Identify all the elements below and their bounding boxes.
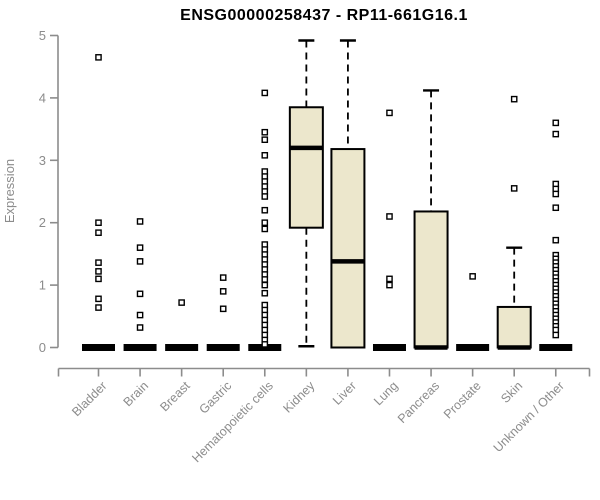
box-skin — [496, 95, 532, 350]
outlier-point — [136, 290, 144, 298]
box-liver — [330, 39, 366, 349]
outlier-point — [136, 324, 144, 331]
box-brain — [123, 218, 157, 351]
collapsed-box — [456, 344, 490, 351]
outlier-point — [261, 281, 269, 289]
collapsed-box — [372, 344, 406, 351]
outlier-point — [136, 218, 144, 225]
x-category-label-liver: Liver — [330, 379, 359, 408]
collapsed-box — [539, 344, 573, 351]
outlier-point — [386, 275, 393, 283]
outlier-point — [552, 119, 560, 127]
outlier-point — [136, 258, 144, 265]
x-category-label-brain: Brain — [121, 379, 152, 410]
outlier-point — [136, 311, 144, 319]
outlier-point — [95, 268, 102, 275]
outlier-point — [219, 305, 227, 313]
outlier-point — [552, 236, 560, 244]
y-tick-label: 3 — [39, 153, 46, 168]
outlier-point — [552, 130, 560, 138]
outlier-point — [261, 152, 269, 159]
box-breast — [165, 299, 199, 351]
y-axis-label: Expression — [2, 159, 17, 223]
outlier-point — [95, 219, 102, 227]
chart-title: ENSG00000258437 - RP11-661G16.1 — [180, 7, 468, 24]
box-unknown-other — [539, 119, 573, 351]
x-category-label-lung: Lung — [371, 379, 401, 409]
outlier-point — [261, 289, 269, 297]
outlier-point — [261, 219, 269, 227]
x-category-label-gastric: Gastric — [196, 379, 234, 417]
outlier-point — [261, 206, 269, 214]
outlier-point — [261, 89, 269, 97]
iqr-box — [288, 106, 324, 229]
y-tick-label: 0 — [39, 340, 46, 355]
y-tick-label: 4 — [39, 90, 46, 105]
collapsed-box — [123, 344, 157, 351]
outlier-point — [95, 259, 102, 266]
box-lung — [372, 109, 406, 351]
outlier-point — [136, 244, 144, 251]
collapsed-box — [165, 344, 199, 351]
x-category-label-pancreas: Pancreas — [395, 379, 442, 426]
collapsed-box — [206, 344, 240, 351]
outlier-point — [261, 276, 269, 283]
y-tick-label: 5 — [39, 28, 46, 43]
outlier-point — [95, 54, 102, 61]
outlier-point — [552, 204, 560, 212]
outlier-point — [95, 275, 102, 283]
outlier-point — [95, 229, 102, 236]
plot-area: 0 1 2 3 4 5 Bladder Brain Breast GastricHematopoi… — [39, 28, 591, 466]
x-category-label-breast: Breast — [157, 378, 193, 414]
outlier-point — [178, 299, 185, 306]
box-gastric — [206, 274, 240, 351]
outlier-point — [219, 274, 227, 281]
outlier-point — [261, 341, 269, 348]
x-category-label-prostate: Prostate — [441, 379, 484, 422]
x-category-label-hematopoietic-cells: Hematopoietic cells — [189, 379, 276, 466]
box-prostate — [456, 273, 490, 351]
y-tick-label: 1 — [39, 278, 46, 293]
outlier-point — [386, 281, 393, 289]
box-kidney — [288, 39, 324, 348]
x-category-label-unknown-other: Unknown / Other — [491, 379, 567, 455]
outlier-point — [469, 273, 476, 280]
iqr-box — [496, 305, 532, 349]
y-tick-label: 2 — [39, 215, 46, 230]
box-pancreas — [413, 89, 449, 350]
outlier-point — [261, 128, 269, 136]
box-bladder — [82, 54, 115, 351]
x-category-label-kidney: Kidney — [281, 378, 318, 415]
outlier-point — [510, 95, 518, 103]
outlier-point — [219, 288, 227, 295]
outlier-point — [261, 225, 269, 233]
outlier-point — [261, 193, 269, 200]
x-category-label-bladder: Bladder — [69, 379, 109, 419]
outlier-point — [261, 136, 269, 144]
box-hematopoietic-cells — [248, 89, 282, 351]
x-category-label-skin: Skin — [498, 379, 525, 406]
y-axis: 0 1 2 3 4 5 — [39, 28, 59, 355]
outlier-point — [386, 109, 393, 117]
outlier-point — [510, 185, 518, 192]
outlier-point — [552, 331, 560, 339]
outlier-point — [95, 304, 102, 311]
iqr-box — [330, 148, 366, 349]
outlier-point — [386, 213, 393, 220]
collapsed-box — [82, 344, 115, 351]
outlier-point — [95, 295, 102, 303]
outlier-point — [552, 190, 560, 198]
iqr-box — [413, 210, 449, 349]
